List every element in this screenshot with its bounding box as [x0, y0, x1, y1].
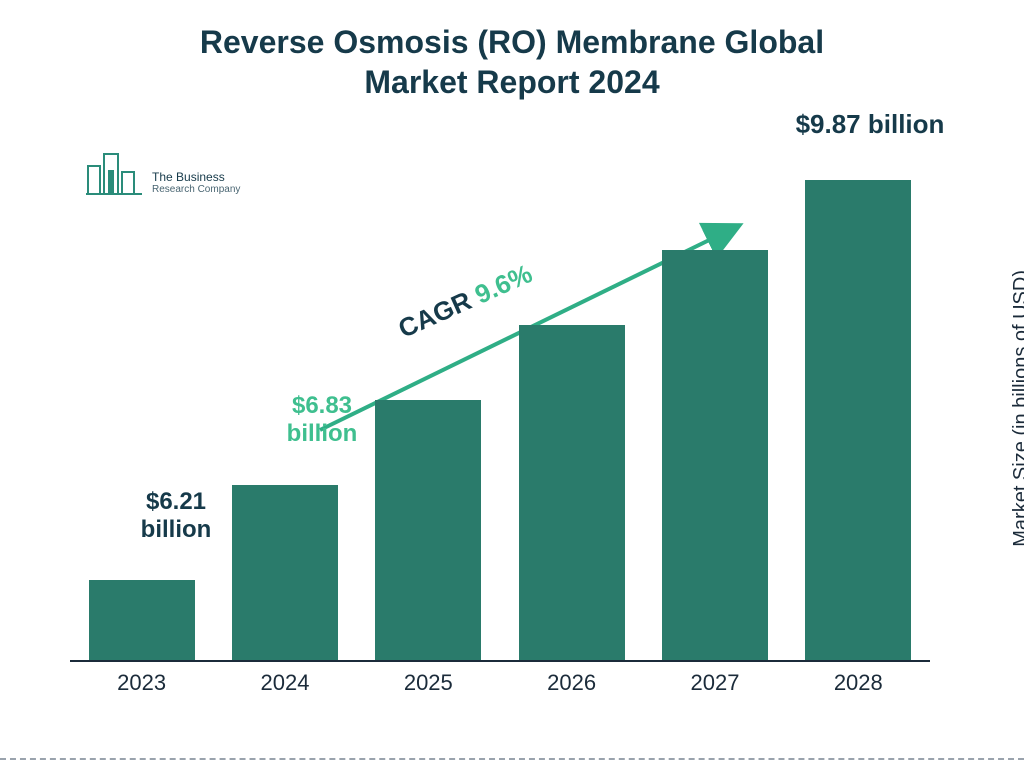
- xlabel: 2027: [662, 670, 768, 696]
- chart-title: Reverse Osmosis (RO) Membrane Global Mar…: [0, 22, 1024, 102]
- xlabel: 2026: [519, 670, 625, 696]
- title-line1: Reverse Osmosis (RO) Membrane Global: [0, 22, 1024, 62]
- bottom-divider: [0, 758, 1024, 760]
- bar-rect: [662, 250, 768, 660]
- bar-2023: [89, 580, 195, 660]
- xlabel: 2028: [805, 670, 911, 696]
- bar-2026: [519, 325, 625, 660]
- xlabel: 2023: [89, 670, 195, 696]
- value-label-2028: $9.87 billion: [790, 110, 950, 140]
- bar-rect: [519, 325, 625, 660]
- bar-rect: [232, 485, 338, 660]
- y-axis-label: Market Size (in billions of USD): [1010, 270, 1024, 547]
- bar-rect: [89, 580, 195, 660]
- bar-2028: [805, 180, 911, 660]
- chart-canvas: Reverse Osmosis (RO) Membrane Global Mar…: [0, 0, 1024, 768]
- plot-area: CAGR 9.6% $6.21 billion $6.83 billion $9…: [70, 170, 930, 690]
- x-axis-line: [70, 660, 930, 662]
- title-line2: Market Report 2024: [0, 62, 1024, 102]
- x-axis-labels: 2023 2024 2025 2026 2027 2028: [70, 670, 930, 696]
- bar-2024: [232, 485, 338, 660]
- xlabel: 2025: [375, 670, 481, 696]
- bar-rect: [805, 180, 911, 660]
- bars-container: [70, 180, 930, 660]
- bar-2025: [375, 400, 481, 660]
- xlabel: 2024: [232, 670, 338, 696]
- bar-2027: [662, 250, 768, 660]
- vl2-l1: $9.87 billion: [790, 110, 950, 140]
- bar-rect: [375, 400, 481, 660]
